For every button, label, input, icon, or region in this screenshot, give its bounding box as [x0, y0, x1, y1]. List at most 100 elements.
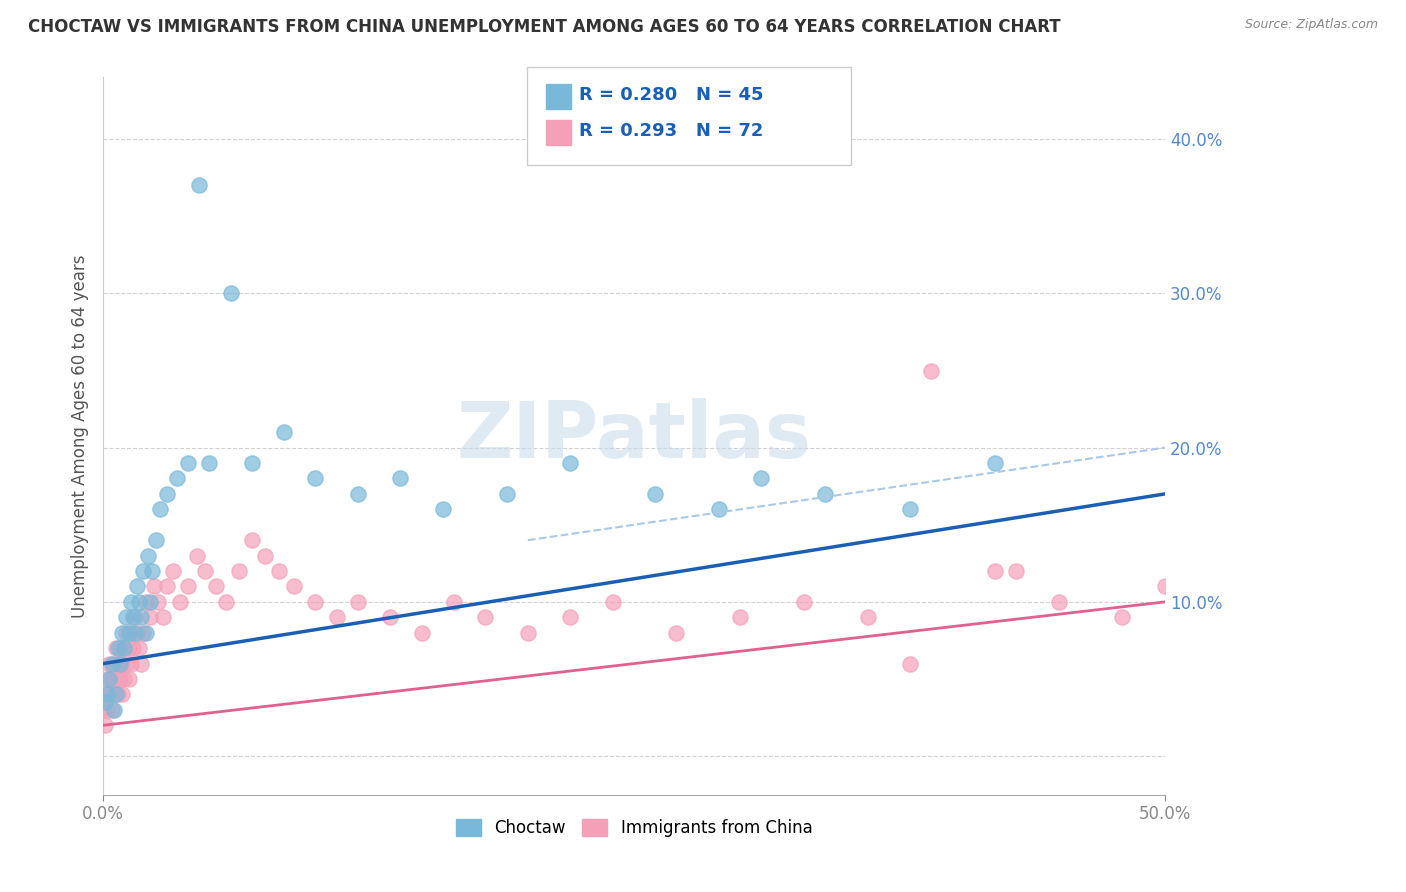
Point	[240, 533, 263, 548]
Point	[145, 533, 167, 548]
Point	[108, 657, 131, 671]
Point	[143, 579, 166, 593]
Point	[103, 657, 125, 671]
Point	[104, 641, 127, 656]
Point	[156, 487, 179, 501]
Point	[132, 564, 155, 578]
Point	[98, 672, 121, 686]
Y-axis label: Unemployment Among Ages 60 to 64 years: Unemployment Among Ages 60 to 64 years	[72, 254, 89, 618]
Point	[347, 487, 370, 501]
Point	[793, 595, 815, 609]
Point	[112, 641, 135, 656]
Point	[1005, 564, 1028, 578]
Point	[560, 456, 582, 470]
Point	[136, 549, 159, 563]
Point	[304, 595, 326, 609]
Point	[115, 625, 138, 640]
Point	[228, 564, 250, 578]
Point	[814, 487, 837, 501]
Point	[104, 688, 127, 702]
Point	[856, 610, 879, 624]
Point	[516, 625, 538, 640]
Point	[177, 579, 200, 593]
Point	[117, 672, 139, 686]
Point	[186, 549, 208, 563]
Point	[156, 579, 179, 593]
Point	[269, 564, 291, 578]
Point	[132, 625, 155, 640]
Point	[107, 641, 129, 656]
Text: R = 0.280   N = 45: R = 0.280 N = 45	[579, 87, 763, 104]
Point	[96, 703, 118, 717]
Legend: Choctaw, Immigrants from China: Choctaw, Immigrants from China	[449, 813, 818, 844]
Point	[984, 456, 1007, 470]
Point	[107, 657, 129, 671]
Point	[920, 363, 942, 377]
Point	[169, 595, 191, 609]
Text: Source: ZipAtlas.com: Source: ZipAtlas.com	[1244, 18, 1378, 31]
Point	[751, 471, 773, 485]
Point	[194, 564, 217, 578]
Point	[474, 610, 496, 624]
Point	[104, 672, 127, 686]
Point	[121, 610, 143, 624]
Point	[139, 595, 162, 609]
Point	[108, 672, 131, 686]
Point	[177, 456, 200, 470]
Point	[198, 456, 221, 470]
Point	[984, 564, 1007, 578]
Point	[100, 703, 122, 717]
Point	[124, 610, 146, 624]
Point	[495, 487, 517, 501]
Point	[152, 610, 174, 624]
Point	[115, 610, 138, 624]
Point	[389, 471, 412, 485]
Point	[135, 595, 157, 609]
Point	[96, 672, 118, 686]
Point	[94, 688, 117, 702]
Point	[115, 657, 138, 671]
Point	[135, 625, 157, 640]
Point	[304, 471, 326, 485]
Point	[117, 625, 139, 640]
Point	[111, 657, 134, 671]
Point	[728, 610, 751, 624]
Point	[103, 688, 125, 702]
Point	[443, 595, 465, 609]
Point	[100, 672, 122, 686]
Point	[91, 703, 114, 717]
Point	[139, 610, 162, 624]
Point	[378, 610, 401, 624]
Point	[98, 688, 121, 702]
Point	[665, 625, 688, 640]
Point	[127, 625, 149, 640]
Point	[162, 564, 184, 578]
Point	[707, 502, 730, 516]
Point	[111, 688, 134, 702]
Point	[121, 641, 143, 656]
Point	[98, 657, 121, 671]
Point	[117, 641, 139, 656]
Point	[128, 641, 150, 656]
Point	[108, 641, 131, 656]
Point	[347, 595, 370, 609]
Point	[112, 672, 135, 686]
Point	[560, 610, 582, 624]
Point	[253, 549, 276, 563]
Point	[128, 595, 150, 609]
Point	[187, 178, 209, 193]
Point	[141, 564, 163, 578]
Point	[215, 595, 238, 609]
Point	[240, 456, 263, 470]
Point	[898, 657, 921, 671]
Text: ZIPatlas: ZIPatlas	[457, 398, 811, 474]
Point	[112, 641, 135, 656]
Point	[124, 625, 146, 640]
Point	[103, 703, 125, 717]
Point	[1154, 579, 1177, 593]
Point	[166, 471, 188, 485]
Point	[107, 688, 129, 702]
Point	[273, 425, 295, 440]
Point	[94, 695, 117, 709]
Point	[120, 657, 142, 671]
